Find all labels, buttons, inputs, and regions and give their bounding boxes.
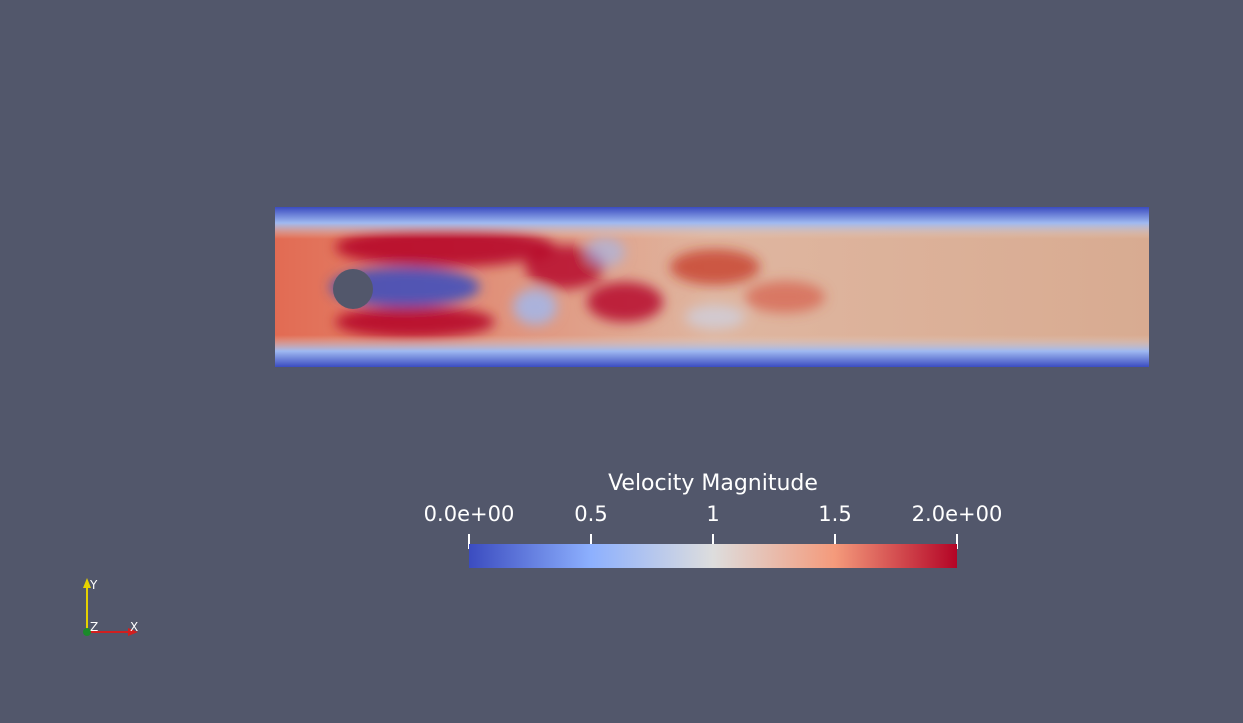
- colorbar-tick: [834, 534, 836, 549]
- colorbar: [469, 544, 957, 568]
- colorbar-tick-label: 1.5: [818, 502, 852, 526]
- velocity-field: [275, 207, 1149, 367]
- colorbar-tick-label: 1: [706, 502, 720, 526]
- axis-label-y: Y: [90, 578, 98, 592]
- axes-glyph: [83, 578, 138, 636]
- colorbar-tick: [590, 534, 592, 549]
- colorbar-tick: [956, 534, 958, 549]
- colorbar-tick-label: 2.0e+00: [911, 502, 1003, 526]
- colorbar-tick: [712, 534, 714, 549]
- colorbar-tick: [468, 534, 470, 549]
- cylinder-obstacle: [333, 269, 373, 309]
- axis-label-z: Z: [90, 620, 99, 634]
- colorbar-tick-label: 0.5: [574, 502, 608, 526]
- colorbar-title: Velocity Magnitude: [608, 471, 818, 496]
- colorbar-tick-label: 0.0e+00: [423, 502, 515, 526]
- orientation-axes: Y Z X: [70, 574, 150, 646]
- axis-label-x: X: [130, 620, 139, 634]
